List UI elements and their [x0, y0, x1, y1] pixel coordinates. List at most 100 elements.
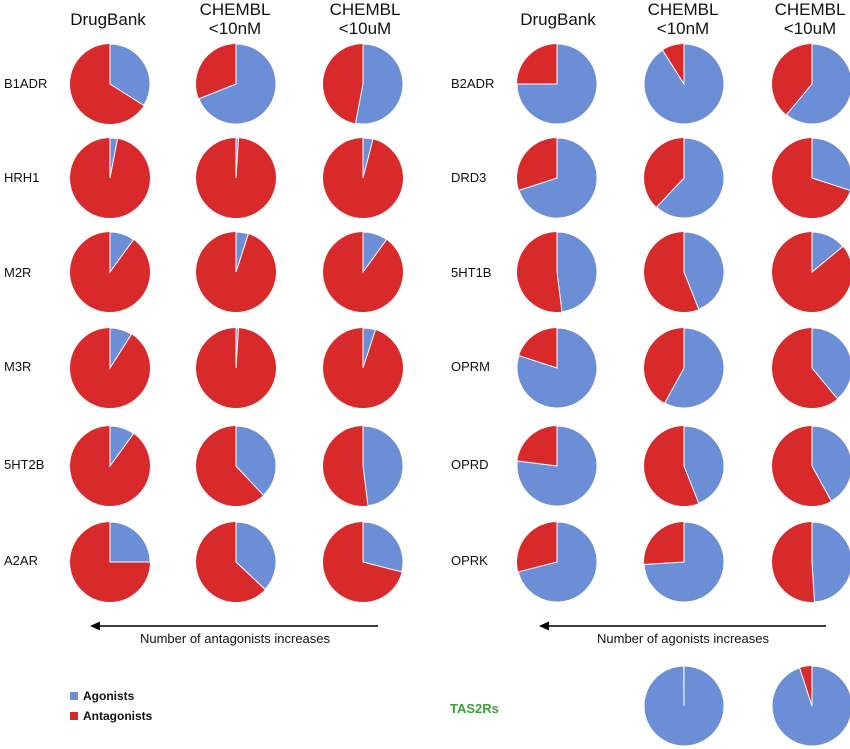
legend-swatch-antagonists [70, 712, 78, 720]
legend-item-agonists: Agonists [70, 689, 152, 703]
pie-tas2rs-chembl-10nm [643, 665, 725, 747]
row-label-oprd: OPRD [451, 457, 489, 472]
pie-5ht1b-chembl-10nm-agonist-slice [683, 231, 725, 310]
legend: Agonists Antagonists [70, 689, 152, 729]
pie-b1adr-chembl-10um-agonist-slice [354, 43, 404, 125]
pie-oprd-drugbank-agonist-slice [516, 425, 598, 507]
pie-oprm-chembl-10nm-agonist-slice [664, 327, 725, 409]
pie-hrh1-chembl-10nm [196, 137, 276, 218]
pie-m3r-chembl-10nm [196, 327, 276, 408]
pie-b2adr-drugbank-agonist-slice [516, 43, 598, 125]
legend-item-antagonists: Antagonists [70, 709, 152, 723]
pie-oprk-chembl-10nm-agonist-slice [643, 521, 725, 603]
row-label-a2ar: A2AR [4, 553, 38, 568]
right-arrow-head [539, 621, 549, 631]
pie-oprk-drugbank-agonist-slice [517, 521, 598, 603]
pie-tas2rs-chembl-10um [771, 665, 850, 747]
tas2r-label: TAS2Rs [450, 701, 499, 716]
pie-a2ar-drugbank [70, 521, 151, 602]
pie-a2ar-chembl-10um [323, 521, 404, 602]
legend-swatch-agonists [70, 692, 78, 700]
left-col-title-chembl-10um: CHEMBL <10uM [329, 0, 401, 38]
pie-b2adr-chembl-10nm-agonist-slice [643, 43, 725, 125]
row-label-5ht2b: 5HT2B [4, 457, 45, 472]
pie-drd3-drugbank-agonist-slice [518, 137, 598, 219]
pie-oprd-chembl-10nm [644, 425, 725, 506]
right-col-title-chembl-10nm: CHEMBL <10nM [647, 0, 719, 38]
pie-oprm-chembl-10um [772, 327, 850, 408]
pie-oprd-chembl-10nm-agonist-slice [683, 425, 725, 504]
pie-hrh1-drugbank [70, 137, 150, 218]
pie-m2r-chembl-10nm [196, 231, 276, 312]
pie-b2adr-chembl-10nm [643, 43, 725, 125]
pie-b2adr-drugbank [516, 43, 598, 125]
row-label-m3r: M3R [4, 359, 32, 374]
pie-b1adr-chembl-10um [323, 43, 404, 125]
row-label-m2r: M2R [4, 265, 32, 280]
pie-b1adr-drugbank [70, 43, 151, 124]
pie-a2ar-chembl-10nm [196, 521, 277, 602]
row-label-oprm: OPRM [451, 359, 490, 374]
pie-m2r-drugbank [70, 231, 150, 312]
pie-5ht1b-drugbank-agonist-slice [556, 231, 598, 313]
legend-label-antagonists: Antagonists [83, 709, 153, 723]
pie-b2adr-chembl-10um [772, 43, 850, 125]
row-label-b1adr: B1ADR [4, 76, 48, 91]
pie-oprm-chembl-10nm [644, 327, 725, 409]
right-arrow-caption: Number of agonists increases [597, 631, 769, 646]
pie-oprd-drugbank [516, 425, 598, 507]
pie-drd3-chembl-10um [772, 137, 850, 218]
pie-tas2rs-chembl-10nm-agonist-slice [643, 665, 725, 747]
pie-a2ar-drugbank-agonist-slice [109, 521, 151, 563]
right-col-title-chembl-10um: CHEMBL <10uM [774, 0, 846, 38]
pie-5ht2b-chembl-10um [323, 425, 404, 507]
left-arrow-head [90, 621, 100, 631]
pie-5ht2b-chembl-10nm-agonist-slice [235, 425, 277, 496]
left-col-title-chembl-10nm: CHEMBL <10nM [199, 0, 271, 38]
pie-drd3-drugbank [517, 137, 598, 219]
row-label-b2adr: B2ADR [451, 76, 495, 91]
pie-oprk-chembl-10um-agonist-slice [811, 521, 850, 603]
left-col-title-drugbank: DrugBank [70, 10, 146, 29]
pie-oprd-chembl-10um-agonist-slice [811, 425, 850, 502]
legend-label-agonists: Agonists [83, 689, 135, 703]
pie-m3r-drugbank-agonist-slice [109, 327, 133, 370]
pie-m3r-chembl-10um-agonist-slice [362, 327, 376, 369]
pie-5ht1b-chembl-10um [772, 231, 850, 312]
pie-oprk-chembl-10nm [643, 521, 725, 603]
pie-drd3-chembl-10nm-agonist-slice [655, 137, 725, 219]
pie-5ht2b-drugbank-agonist-slice [109, 425, 135, 468]
pie-5ht1b-chembl-10um-agonist-slice [811, 231, 844, 274]
pie-a2ar-chembl-10nm-agonist-slice [235, 521, 277, 591]
pie-m3r-chembl-10um [323, 327, 403, 408]
pie-hrh1-drugbank-agonist-slice [109, 137, 119, 179]
pie-b1adr-chembl-10nm-agonist-slice [198, 43, 277, 125]
pie-5ht1b-drugbank [517, 231, 598, 313]
pie-tas2rs-chembl-10um-agonist-slice [771, 665, 850, 747]
pie-oprd-chembl-10um [772, 425, 850, 506]
pie-5ht1b-chembl-10nm [644, 231, 725, 312]
pie-5ht2b-chembl-10nm [196, 425, 277, 506]
left-arrow-caption: Number of antagonists increases [139, 631, 331, 646]
row-label-hrh1: HRH1 [4, 170, 40, 185]
pie-m2r-chembl-10nm-agonist-slice [235, 231, 249, 273]
pie-m3r-drugbank [70, 327, 150, 408]
pie-m3r-chembl-10nm-agonist-slice [235, 327, 240, 369]
pie-oprm-drugbank [516, 327, 598, 409]
pie-oprk-chembl-10um [772, 521, 850, 603]
pie-m2r-drugbank-agonist-slice [109, 231, 135, 274]
pie-oprk-drugbank [517, 521, 598, 603]
row-label-drd3: DRD3 [451, 170, 487, 185]
pie-a2ar-chembl-10um-agonist-slice [362, 521, 404, 573]
pie-hrh1-chembl-10um [323, 137, 403, 218]
pie-drd3-chembl-10nm [644, 137, 725, 219]
pie-hrh1-chembl-10um-agonist-slice [362, 137, 374, 179]
row-label-5ht1b: 5HT1B [451, 265, 492, 280]
pie-b1adr-chembl-10nm [196, 43, 277, 125]
pie-b1adr-drugbank-agonist-slice [109, 43, 151, 107]
pie-m2r-chembl-10um-agonist-slice [362, 231, 388, 274]
pie-5ht2b-chembl-10um-agonist-slice [362, 425, 404, 507]
pie-hrh1-chembl-10nm-agonist-slice [235, 137, 240, 179]
